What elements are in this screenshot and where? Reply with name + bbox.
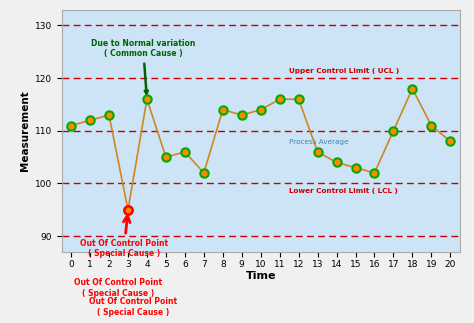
Y-axis label: Measurement: Measurement [20,90,30,171]
Text: Out Of Control Point
( Special Cause ): Out Of Control Point ( Special Cause ) [89,297,177,317]
Text: Out Of Control Point
( Special Cause ): Out Of Control Point ( Special Cause ) [80,216,168,258]
Text: Process Average: Process Average [289,139,349,145]
X-axis label: Time: Time [246,271,276,281]
Text: Upper Control Limit ( UCL ): Upper Control Limit ( UCL ) [289,68,400,74]
Text: Due to Normal variation
( Common Cause ): Due to Normal variation ( Common Cause ) [91,39,195,94]
Text: Out Of Control Point
( Special Cause ): Out Of Control Point ( Special Cause ) [74,278,163,298]
Text: Lower Control Limit ( LCL ): Lower Control Limit ( LCL ) [289,188,398,194]
